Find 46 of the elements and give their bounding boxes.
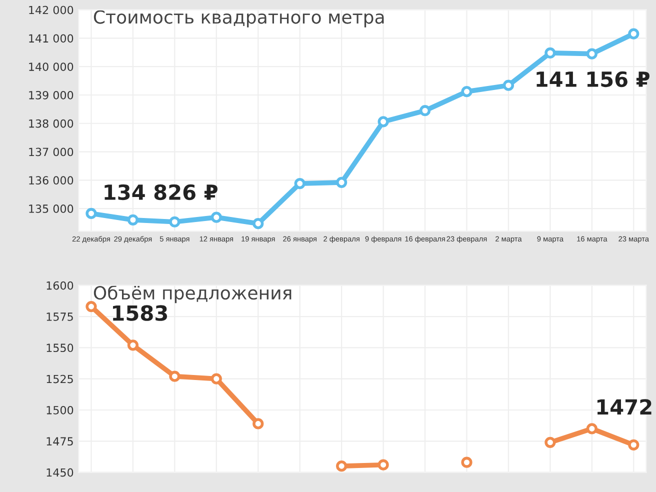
point [252, 418, 264, 430]
y-tick-label: 139 000 [29, 90, 74, 100]
point [419, 105, 431, 116]
point [628, 28, 640, 40]
y-tick-label: 1600 [46, 281, 74, 290]
point [336, 176, 348, 188]
point [378, 116, 389, 128]
y-tick-label: 1500 [46, 406, 74, 414]
y-tick-label: 142 000 [29, 6, 74, 14]
point [127, 340, 139, 351]
y-tick-label: 137 000 [29, 148, 74, 156]
y-tick-label: 1475 [46, 437, 73, 446]
y-tick-label: 135 000 [29, 204, 74, 213]
point [86, 208, 97, 220]
annotation: 1583 [113, 305, 168, 321]
point [294, 178, 306, 190]
point [210, 212, 222, 223]
chart-title: Стоимость квадратного метра [94, 10, 384, 28]
point [169, 370, 180, 382]
point [544, 436, 556, 448]
y-tick-label: 138 000 [29, 119, 74, 128]
point [502, 80, 514, 91]
point [461, 86, 472, 98]
point [586, 48, 598, 60]
point [210, 373, 222, 384]
y-tick-label: 1575 [46, 312, 73, 321]
point [544, 47, 556, 59]
point [252, 218, 264, 230]
point [336, 460, 348, 472]
point [461, 456, 472, 468]
point [169, 216, 180, 228]
chart-title: Объём предложения [94, 285, 292, 304]
annotation: 134 826 ₽ [104, 184, 218, 200]
y-tick-label: 1525 [46, 374, 73, 384]
y-tick-label: 140 000 [29, 62, 74, 71]
y-tick-label: 141 000 [29, 34, 74, 43]
point [127, 214, 139, 226]
y-tick-label: 1550 [46, 344, 74, 352]
annotation: 141 156 ₽ [536, 71, 650, 88]
y-tick-label: 1450 [46, 468, 74, 477]
annotation: 1472 [597, 399, 652, 415]
point [628, 439, 640, 450]
point [378, 459, 389, 470]
y-tick-label: 136 000 [29, 176, 74, 185]
point [586, 423, 598, 434]
point [86, 300, 97, 312]
